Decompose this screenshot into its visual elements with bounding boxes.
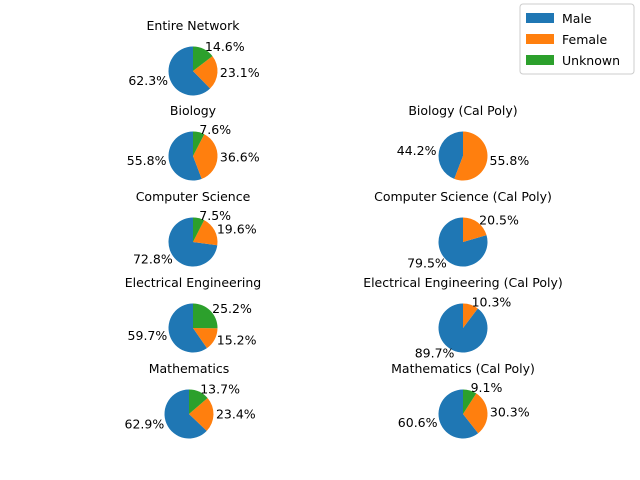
pie-title: Computer Science (Cal Poly) xyxy=(374,189,552,204)
pie-slice-label: 23.4% xyxy=(216,407,256,422)
pie-slice-unknown xyxy=(193,131,205,156)
pie-1: Entire Network 62.3% 23.1% 14.6% xyxy=(128,18,260,96)
pie-slice-label: 30.3% xyxy=(490,405,530,420)
pie-slice-label: 9.1% xyxy=(471,380,503,395)
pie-slice-unknown xyxy=(193,217,205,242)
pie-slice-label: 20.5% xyxy=(479,212,519,227)
legend-swatch-unknown xyxy=(526,55,554,65)
pie-slice-label: 55.8% xyxy=(127,153,167,168)
pie-title: Mathematics (Cal Poly) xyxy=(391,361,535,376)
pie-5: Computer Science (Cal Poly) 79.5% 20.5% xyxy=(374,189,552,271)
pie-slice-label: 44.2% xyxy=(397,143,437,158)
pie-slice-male xyxy=(168,131,202,181)
pie-9: Mathematics (Cal Poly) 60.6% 30.3% 9.1% xyxy=(391,361,535,439)
pie-slice-female xyxy=(463,393,488,434)
pie-title: Mathematics xyxy=(149,361,230,376)
pie-slice-unknown xyxy=(193,303,218,329)
pie-title: Biology (Cal Poly) xyxy=(408,103,517,118)
pie-slice-male xyxy=(168,46,211,96)
pie-slice-female xyxy=(193,220,218,246)
pie-slice-female xyxy=(189,398,214,431)
pie-slice-female xyxy=(454,131,488,181)
legend-label-male: Male xyxy=(562,11,592,26)
pie-slice-label: 7.6% xyxy=(199,122,231,137)
pie-6: Electrical Engineering 59.7% 15.2% 25.2% xyxy=(125,275,261,353)
pie-slice-unknown xyxy=(463,389,477,414)
pie-slice-label: 79.5% xyxy=(407,256,447,271)
pie-slice-male xyxy=(438,303,488,353)
pie-slice-label: 62.3% xyxy=(128,73,168,88)
pie-slice-label: 10.3% xyxy=(472,294,512,309)
pie-slice-male xyxy=(168,217,218,267)
pie-slice-female xyxy=(463,217,487,242)
pie-slice-label: 14.6% xyxy=(205,39,245,54)
pie-title: Biology xyxy=(170,103,217,118)
pie-slice-unknown xyxy=(189,389,208,414)
pie-slice-label: 72.8% xyxy=(133,252,173,267)
pie-slice-label: 13.7% xyxy=(200,382,240,397)
pie-slice-female xyxy=(193,134,218,179)
pie-slice-male xyxy=(168,303,207,353)
pie-slice-label: 62.9% xyxy=(125,417,165,432)
pie-4: Computer Science 72.8% 19.6%7.5% xyxy=(133,189,257,267)
legend-swatch-male xyxy=(526,13,554,23)
pie-slice-label: 23.1% xyxy=(220,65,260,80)
pie-slice-male xyxy=(438,131,463,179)
pie-slice-unknown xyxy=(193,46,213,71)
pie-slice-label: 15.2% xyxy=(217,333,257,348)
pie-slice-label: 25.2% xyxy=(212,301,252,316)
legend-label-unknown: Unknown xyxy=(562,53,620,68)
pie-slice-label: 89.7% xyxy=(415,346,455,361)
pie-8: Mathematics 62.9% 23.4% 13.7% xyxy=(125,361,256,439)
pie-slice-label: 60.6% xyxy=(398,415,438,430)
pie-slice-male xyxy=(438,389,479,439)
pie-title: Computer Science xyxy=(136,189,251,204)
legend-swatch-female xyxy=(526,34,554,44)
legend: Male Female Unknown xyxy=(519,3,635,75)
pie-title: Entire Network xyxy=(147,18,241,33)
pie-7: Electrical Engineering (Cal Poly) 89.7% 10… xyxy=(363,275,563,361)
pie-slice-female xyxy=(193,328,218,349)
pie-2: Biology 55.8% 36.6% 7.6% xyxy=(127,103,260,181)
legend-label-female: Female xyxy=(562,32,608,47)
pie-slice-label: 36.6% xyxy=(220,150,260,165)
pie-slice-female xyxy=(193,56,218,89)
pie-slice-label: 55.8% xyxy=(490,153,530,168)
pie-3: Biology (Cal Poly) 44.2% 55.8% xyxy=(397,103,530,181)
pie-slice-female xyxy=(463,303,478,328)
pie-slice-label: 19.6% xyxy=(217,221,257,236)
pie-slice-label: 59.7% xyxy=(128,328,168,343)
pie-slice-male xyxy=(164,389,207,439)
pie-title: Electrical Engineering (Cal Poly) xyxy=(363,275,563,290)
pie-title: Electrical Engineering xyxy=(125,275,261,290)
pies-group: Entire Network 62.3% 23.1% 14.6% Biology 55.8… xyxy=(125,18,563,439)
pie-slice-label: 7.5% xyxy=(199,208,231,223)
